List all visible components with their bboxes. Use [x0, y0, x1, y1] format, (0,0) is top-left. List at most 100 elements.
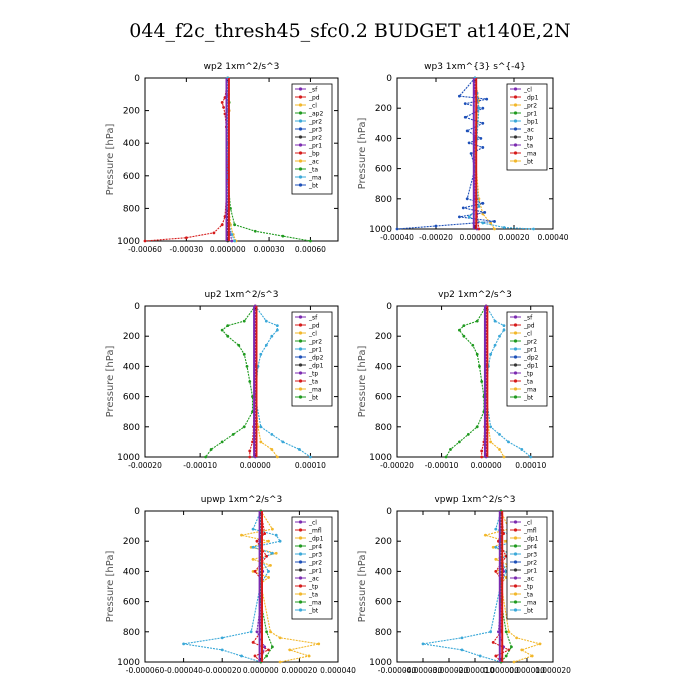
legend-label: _pr1	[523, 568, 537, 575]
legend-label: _mfl	[523, 528, 537, 535]
data-point	[281, 440, 285, 444]
series-line-pr1	[500, 511, 513, 663]
legend-marker	[298, 175, 303, 179]
y-tick-label: 0	[386, 507, 392, 517]
legend: _sf_pd_cl_pr2_pr1_dp2_dp1_tp_ta_ma_bt	[291, 311, 333, 407]
legend-marker	[513, 135, 518, 139]
data-point	[502, 226, 506, 229]
data-point	[267, 576, 270, 579]
y-axis-label: Pressure [hPa]	[105, 551, 116, 623]
legend: _cl_dp1_pr2_pr1_bp1_ac_tp_ta_ma_bt	[506, 83, 548, 171]
data-point	[461, 206, 465, 210]
data-point	[270, 527, 274, 531]
data-point	[494, 527, 498, 531]
x-tick-label: -0.00020	[380, 461, 414, 470]
plot-frame	[144, 77, 339, 242]
data-point	[220, 328, 224, 332]
data-point	[480, 449, 484, 453]
data-point	[270, 448, 274, 451]
legend-label: _ma	[523, 387, 537, 394]
data-point	[263, 532, 267, 536]
legend-marker	[298, 552, 303, 556]
data-point	[275, 328, 279, 332]
data-point	[467, 141, 471, 145]
legend-marker	[298, 151, 303, 155]
data-point	[512, 660, 516, 664]
data-point	[255, 539, 259, 543]
data-point	[242, 319, 246, 323]
data-point	[264, 319, 268, 323]
data-point	[449, 448, 452, 451]
legend-label: _tp	[308, 584, 318, 591]
legend-marker	[513, 608, 518, 612]
data-point	[493, 319, 497, 323]
legend-marker	[513, 339, 518, 343]
series-line-cl	[144, 77, 229, 242]
legend-label: _pr3	[523, 552, 537, 559]
data-point	[444, 455, 448, 459]
x-tick-label: -0.00060	[128, 245, 162, 254]
data-point	[270, 432, 274, 436]
legend-label: _dp2	[523, 355, 539, 362]
legend-label: _bt	[523, 159, 534, 166]
x-tick-label: 0.00010	[295, 461, 326, 470]
data-point	[494, 654, 498, 658]
x-tick-label: 0.000000	[483, 666, 519, 675]
legend-label: _pr1	[308, 347, 322, 354]
data-point	[212, 231, 216, 235]
x-tick-label: -0.00020	[128, 461, 162, 470]
data-point	[489, 425, 492, 429]
data-point	[184, 236, 188, 240]
y-tick-label: 400	[375, 134, 392, 144]
data-point	[478, 654, 482, 658]
data-point	[462, 334, 466, 338]
legend-marker	[513, 323, 518, 327]
data-point	[463, 115, 467, 119]
data-point	[502, 324, 506, 328]
data-point	[237, 343, 241, 347]
legend-label: _bp	[308, 151, 320, 158]
data-point	[462, 324, 466, 328]
data-point	[465, 197, 469, 201]
chart-panel-5: upwp 1xm^2/s^3 0 200 400 600 800 1000-0.000060…	[105, 495, 356, 675]
data-point	[253, 654, 257, 658]
legend-label: _ma	[308, 600, 322, 607]
data-point	[240, 533, 243, 537]
legend-marker	[298, 600, 303, 604]
data-point	[479, 137, 483, 140]
data-point	[248, 380, 252, 383]
legend-label: _pr2	[523, 560, 537, 567]
y-axis-label: Pressure [hPa]	[357, 551, 368, 623]
y-tick-label: 200	[375, 332, 392, 342]
x-tick-label: -0.00030	[169, 245, 203, 254]
data-point	[504, 630, 508, 634]
data-point	[259, 425, 263, 429]
legend-marker	[298, 592, 303, 596]
legend-label: _pr2	[308, 339, 322, 346]
legend-label: _ma	[523, 600, 537, 607]
legend-marker	[513, 127, 518, 131]
series-line-pr2	[485, 306, 505, 458]
legend-label: _ma	[308, 175, 322, 182]
x-tick-label: -0.000060	[126, 666, 165, 675]
legend-label: _pd	[308, 95, 320, 102]
data-point	[480, 380, 484, 383]
data-point	[278, 539, 282, 543]
legend-marker	[298, 576, 303, 580]
plot-frame	[144, 305, 339, 458]
y-tick-label: 0	[134, 74, 140, 84]
data-point	[269, 563, 272, 567]
data-point	[494, 570, 498, 573]
legend-label: _ma	[523, 151, 537, 158]
legend-marker	[298, 87, 303, 91]
legend: _sf_pd_cl_ap2_pr2_pr3_pr2_pr1_bp_ac_ta_m…	[291, 83, 333, 195]
legend-label: _ac	[523, 127, 534, 134]
x-tick-label: -0.000040	[164, 666, 203, 675]
x-tick-label: 0.000040	[320, 666, 356, 675]
data-point	[251, 557, 255, 561]
y-axis-label: Pressure [hPa]	[357, 118, 368, 190]
x-tick-label: -0.00020	[419, 233, 453, 242]
data-point	[275, 324, 279, 328]
data-point	[507, 440, 510, 444]
